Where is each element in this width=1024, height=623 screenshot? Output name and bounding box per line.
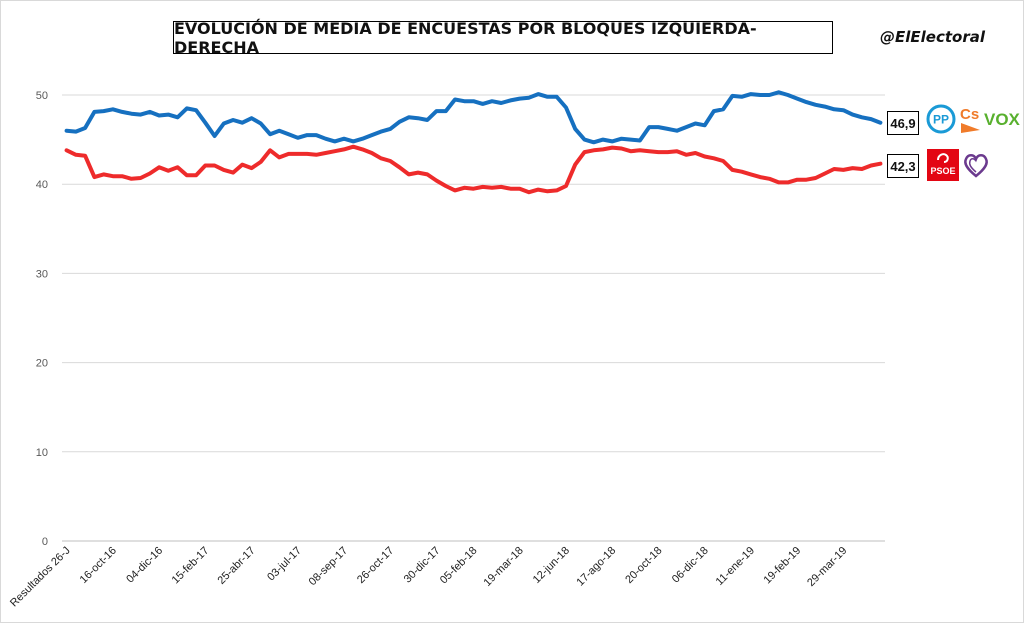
x-tick-label: 04-dic-16 xyxy=(124,545,165,586)
svg-text:PP: PP xyxy=(933,113,949,127)
right-bloc-end-label: 46,9 xyxy=(887,111,919,135)
x-tick-label: 12-jun-18 xyxy=(531,545,572,586)
x-tick-label: 16-oct-16 xyxy=(78,545,119,586)
left-bloc-end-label: 42,3 xyxy=(887,154,919,178)
y-tick-label: 20 xyxy=(36,358,48,370)
y-tick-label: 40 xyxy=(36,179,48,191)
svg-text:PSOE: PSOE xyxy=(930,166,955,176)
svg-text:VOX: VOX xyxy=(984,110,1021,129)
y-tick-label: 50 xyxy=(36,90,48,102)
left-bloc-line xyxy=(64,144,883,195)
x-tick-label: 03-jul-17 xyxy=(265,545,304,584)
pp-logo: PP xyxy=(926,104,956,134)
x-tick-label: 11-ene-19 xyxy=(714,545,757,588)
x-tick-label: 25-abr-17 xyxy=(215,545,257,587)
right-bloc-line xyxy=(64,90,883,145)
vox-logo: VOX xyxy=(984,110,1021,129)
x-tick-label: 19-feb-19 xyxy=(761,545,803,587)
psoe-logo: PSOE xyxy=(927,149,959,181)
x-tick-label: 20-oct-18 xyxy=(623,545,664,586)
y-tick-label: 0 xyxy=(42,536,48,548)
podemos-logo xyxy=(964,154,988,178)
chart-title: EVOLUCIÓN DE MEDIA DE ENCUESTAS POR BLOQ… xyxy=(173,19,833,57)
x-tick-label: 26-oct-17 xyxy=(355,545,396,586)
svg-text:Cs: Cs xyxy=(960,106,979,123)
y-tick-label: 30 xyxy=(36,268,48,280)
x-tick-label: Resultados 26-J xyxy=(8,545,73,610)
x-tick-label: 29-mar-19 xyxy=(805,545,849,589)
x-tick-label: 06-dic-18 xyxy=(670,545,711,586)
y-tick-label: 10 xyxy=(36,447,48,459)
x-tick-label: 19-mar-18 xyxy=(481,545,525,589)
cs-logo: Cs xyxy=(960,106,980,133)
x-tick-label: 17-ago-18 xyxy=(574,545,618,589)
x-tick-label: 08-sep-17 xyxy=(307,545,351,589)
x-tick-label: 05-feb-18 xyxy=(438,545,480,587)
author-handle: @ElElectoral xyxy=(880,28,985,46)
x-tick-label: 30-dic-17 xyxy=(402,545,443,586)
x-tick-label: 15-feb-17 xyxy=(170,545,212,587)
